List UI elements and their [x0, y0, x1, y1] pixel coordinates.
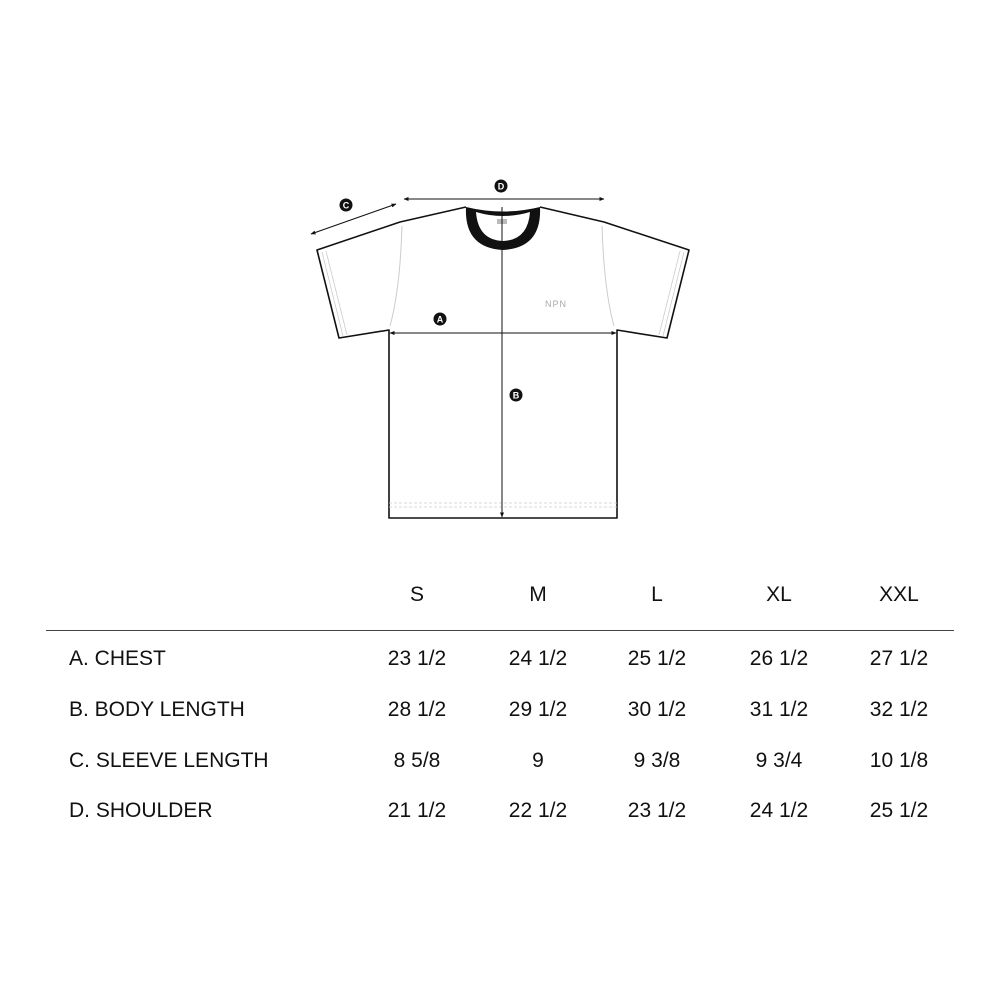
measurement-cell: 8 5/8: [393, 749, 441, 772]
measurement-cell: 30 1/2: [627, 698, 687, 721]
measurement-cell: 22 1/2: [508, 799, 568, 822]
measurement-cell: 23 1/2: [387, 647, 447, 670]
measurement-cell: 9 3/8: [633, 749, 681, 772]
measurement-cell: 27 1/2: [869, 647, 929, 670]
measurement-cell: 23 1/2: [627, 799, 687, 822]
measurement-cell: 25 1/2: [869, 799, 929, 822]
header-divider: [46, 630, 954, 631]
measurement-cell: 24 1/2: [508, 647, 568, 670]
svg-text:C: C: [343, 201, 350, 211]
row-label: A. CHEST: [69, 647, 166, 670]
measurement-cell: 24 1/2: [749, 799, 809, 822]
row-label: B. BODY LENGTH: [69, 698, 245, 721]
measurement-cell: 21 1/2: [387, 799, 447, 822]
marker-b: B: [509, 388, 523, 402]
measurement-cell: 26 1/2: [749, 647, 809, 670]
measurement-cell: 29 1/2: [508, 698, 568, 721]
chest-logo: NPN: [545, 299, 567, 309]
measurement-cell: 25 1/2: [627, 647, 687, 670]
measurement-cell: 32 1/2: [869, 698, 929, 721]
size-header-m: M: [529, 583, 547, 606]
svg-text:A: A: [437, 315, 444, 325]
row-label: C. SLEEVE LENGTH: [69, 749, 269, 772]
measurement-cell: 28 1/2: [387, 698, 447, 721]
size-header-s: S: [409, 583, 425, 606]
svg-text:D: D: [498, 182, 505, 192]
sleeve-arrow: [310, 203, 397, 235]
measurement-cell: 9 3/4: [755, 749, 803, 772]
marker-c: C: [339, 198, 353, 212]
measurement-cell: 10 1/8: [869, 749, 929, 772]
size-header-xl: XL: [766, 583, 792, 606]
collar: [465, 207, 541, 250]
marker-a: A: [433, 312, 447, 326]
svg-text:B: B: [513, 391, 520, 401]
row-label: D. SHOULDER: [69, 799, 213, 822]
size-header-xxl: XXL: [879, 583, 919, 606]
size-header-l: L: [651, 583, 663, 606]
marker-d: D: [494, 179, 508, 193]
tshirt-outline: [316, 206, 690, 519]
tshirt-diagram: NPN D C A B: [310, 179, 690, 519]
measurement-cell: 31 1/2: [749, 698, 809, 721]
measurement-cell: 9: [532, 749, 544, 772]
